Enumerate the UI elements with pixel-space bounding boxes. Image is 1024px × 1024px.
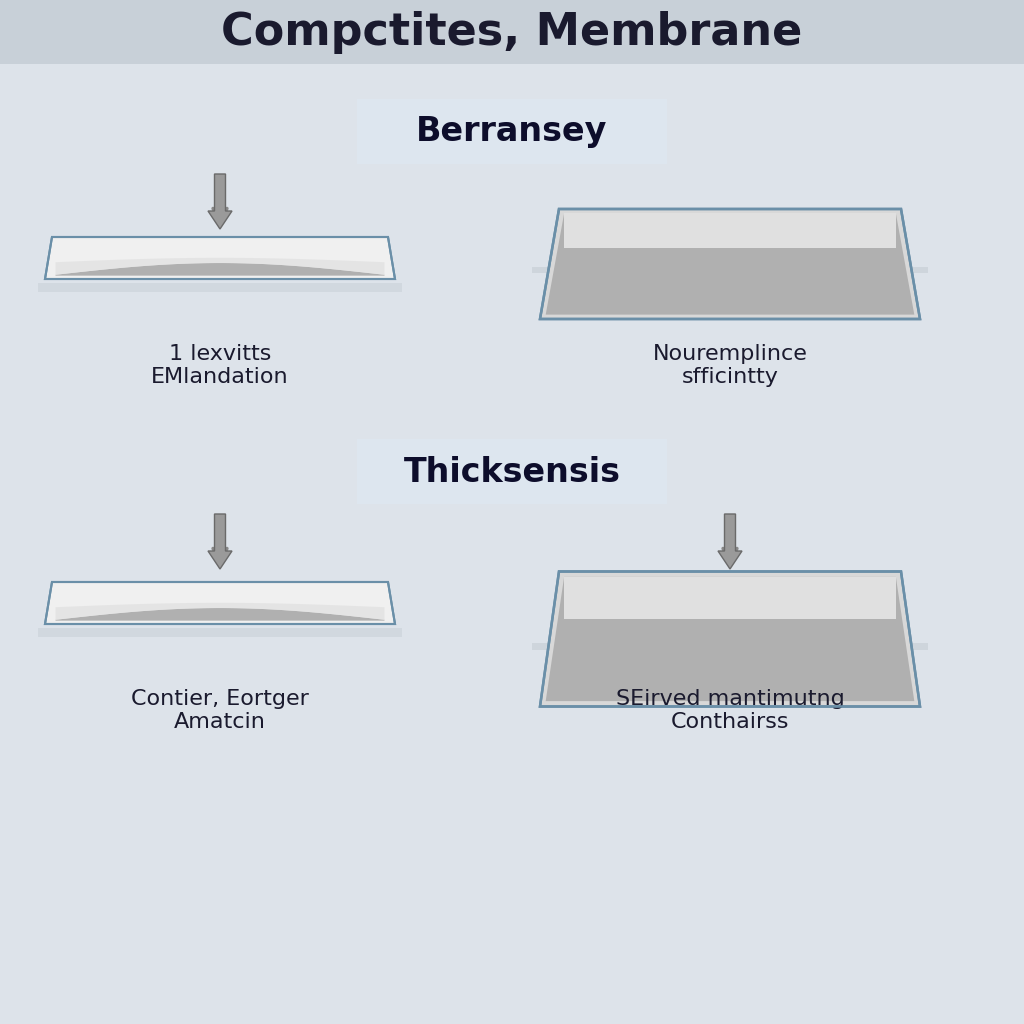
FancyBboxPatch shape [357,99,667,164]
Polygon shape [45,582,395,624]
Polygon shape [55,263,384,275]
Polygon shape [546,213,914,314]
Text: Nouremplince
sfficintty: Nouremplince sfficintty [652,344,808,387]
Text: 1 lexvitts
EMlandation: 1 lexvitts EMlandation [152,344,289,387]
Polygon shape [55,258,384,274]
Polygon shape [55,608,384,621]
Polygon shape [38,284,402,292]
Text: Thicksensis: Thicksensis [403,456,621,488]
Text: Contier, Eortger
Amatcin: Contier, Eortger Amatcin [131,689,309,732]
Polygon shape [208,514,232,569]
Polygon shape [540,209,920,319]
Polygon shape [38,628,402,637]
Polygon shape [564,213,896,248]
Polygon shape [564,577,896,618]
Polygon shape [532,643,928,650]
Polygon shape [540,571,920,707]
FancyBboxPatch shape [0,0,1024,63]
Polygon shape [45,237,395,279]
Polygon shape [208,174,232,229]
FancyBboxPatch shape [357,439,667,504]
Text: Berransey: Berransey [417,116,607,148]
Polygon shape [546,577,914,701]
Polygon shape [718,514,742,569]
Text: Compctites, Membrane: Compctites, Membrane [221,10,803,53]
Polygon shape [532,267,928,272]
Text: SEirved mantimutng
Conthairss: SEirved mantimutng Conthairss [615,689,845,732]
Polygon shape [55,603,384,620]
